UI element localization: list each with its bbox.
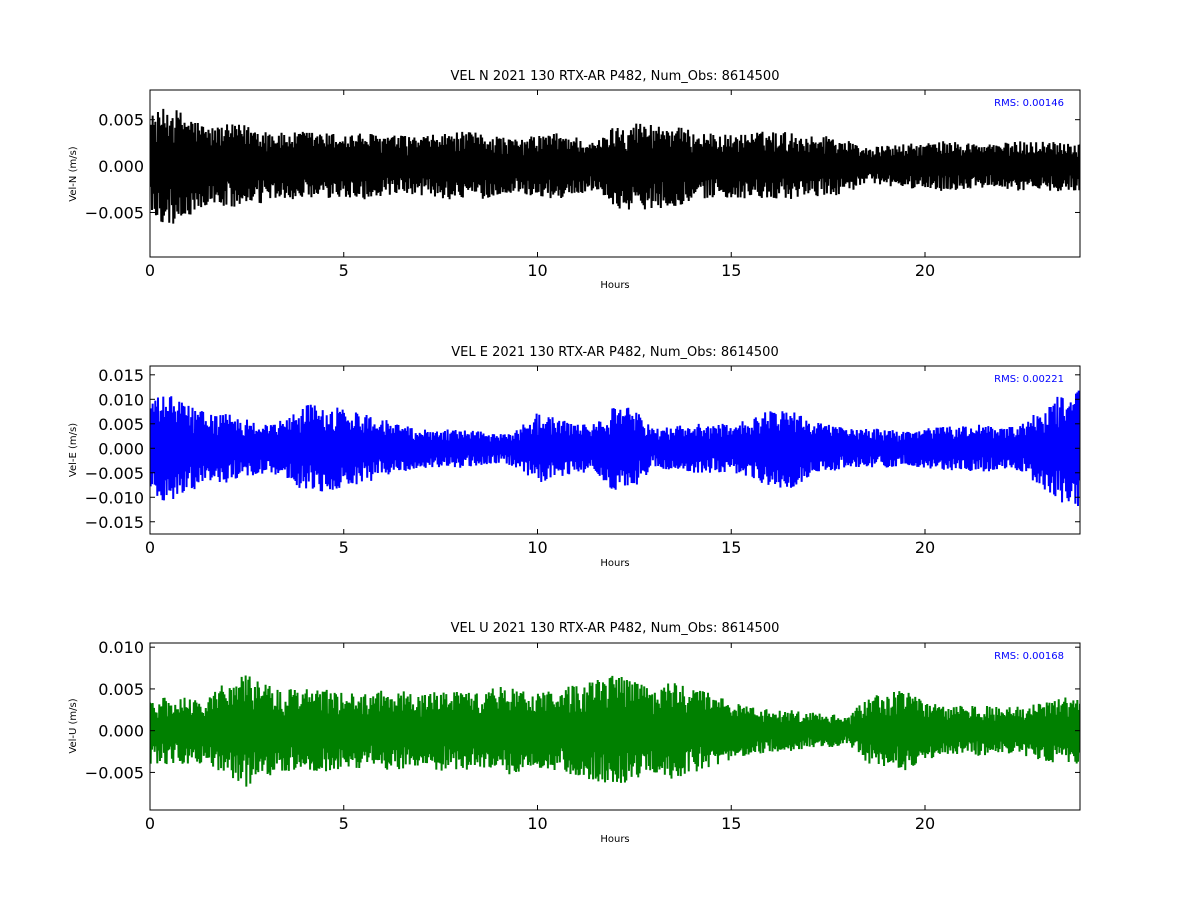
rms-annotation: RMS: 0.00221 [994,374,1064,385]
x-tick-label: 20 [915,814,935,833]
chart-title: VEL U 2021 130 RTX-AR P482, Num_Obs: 861… [451,621,780,636]
x-tick-label: 5 [339,538,349,557]
axes-frame [149,89,1081,258]
y-tick-label: 0.000 [98,439,144,458]
axes-frame [149,365,1081,535]
rms-annotation: RMS: 0.00168 [994,651,1064,662]
y-tick-label: 0.015 [98,366,144,385]
x-tick-label: 15 [721,261,741,280]
x-axis-label: Hours [600,280,629,291]
y-tick-label: 0.010 [98,390,144,409]
y-axis-label: Vel-N (m/s) [68,146,79,201]
y-axis-label: Vel-E (m/s) [68,423,79,477]
panel-vel-e: VEL E 2021 130 RTX-AR P482, Num_Obs: 861… [68,345,1081,569]
x-tick-label: 15 [721,814,741,833]
x-tick-label: 0 [145,814,155,833]
x-tick-label: 5 [339,814,349,833]
y-tick-label: 0.005 [98,111,144,130]
x-tick-label: 5 [339,261,349,280]
axes-frame [149,642,1081,811]
x-tick-label: 20 [915,261,935,280]
panel-vel-n: VEL N 2021 130 RTX-AR P482, Num_Obs: 861… [68,69,1081,291]
x-axis-label: Hours [600,834,629,845]
plot-area-vel-u: 0 5 10 15 20 −0.005 0.000 0.005 0.010 RMS: 0.0016… [85,638,1081,833]
series-line [150,108,1080,224]
y-axis-label: Vel-U (m/s) [68,698,79,753]
x-tick-label: 0 [145,538,155,557]
y-tick-label: 0.000 [98,722,144,741]
y-tick-label: 0.005 [98,680,144,699]
y-tick-label: −0.010 [85,488,144,507]
y-tick-label: −0.005 [85,464,144,483]
x-tick-label: 15 [721,538,741,557]
y-tick-label: 0.000 [98,157,144,176]
plot-area-vel-n: 0 5 10 15 20 −0.005 0.000 0.005 RMS: 0.00146 [85,89,1081,280]
x-tick-label: 0 [145,261,155,280]
x-tick-label: 10 [527,814,547,833]
series-line [150,390,1080,506]
plot-area-vel-e: 0 5 10 15 20 −0.015 −0.010 −0.005 0.000 0.005 0.01… [85,365,1081,557]
x-tick-label: 10 [527,538,547,557]
y-tick-label: −0.005 [85,203,144,222]
x-tick-label: 10 [527,261,547,280]
x-axis-label: Hours [600,558,629,569]
y-tick-label: −0.005 [85,763,144,782]
panel-vel-u: VEL U 2021 130 RTX-AR P482, Num_Obs: 861… [68,621,1081,845]
y-tick-label: −0.015 [85,513,144,532]
y-tick-label: 0.005 [98,415,144,434]
chart-title: VEL E 2021 130 RTX-AR P482, Num_Obs: 861… [451,345,778,360]
y-tick-label: 0.010 [98,638,144,657]
chart-title: VEL N 2021 130 RTX-AR P482, Num_Obs: 861… [451,69,780,84]
rms-annotation: RMS: 0.00146 [994,98,1064,109]
x-tick-label: 20 [915,538,935,557]
series-line [150,675,1080,787]
